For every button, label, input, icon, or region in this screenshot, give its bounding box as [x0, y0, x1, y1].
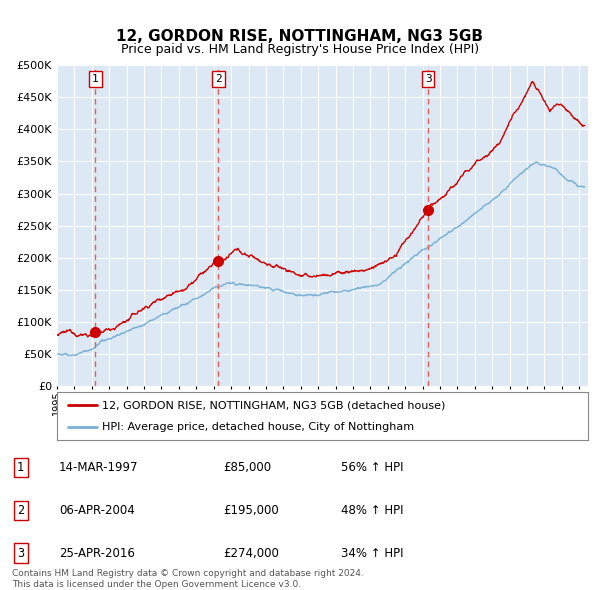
Text: 34% ↑ HPI: 34% ↑ HPI	[341, 547, 404, 560]
Text: 3: 3	[425, 74, 431, 84]
Text: 1: 1	[17, 461, 24, 474]
Text: 2: 2	[215, 74, 222, 84]
Text: Contains HM Land Registry data © Crown copyright and database right 2024.
This d: Contains HM Land Registry data © Crown c…	[12, 569, 364, 589]
Text: 1: 1	[92, 74, 99, 84]
Text: 3: 3	[17, 547, 24, 560]
Text: 25-APR-2016: 25-APR-2016	[59, 547, 135, 560]
Text: 2: 2	[17, 504, 24, 517]
Text: £195,000: £195,000	[224, 504, 280, 517]
Text: 06-APR-2004: 06-APR-2004	[59, 504, 134, 517]
Text: 12, GORDON RISE, NOTTINGHAM, NG3 5GB (detached house): 12, GORDON RISE, NOTTINGHAM, NG3 5GB (de…	[102, 400, 446, 410]
Text: 12, GORDON RISE, NOTTINGHAM, NG3 5GB: 12, GORDON RISE, NOTTINGHAM, NG3 5GB	[116, 30, 484, 44]
Text: Price paid vs. HM Land Registry's House Price Index (HPI): Price paid vs. HM Land Registry's House …	[121, 43, 479, 56]
Text: 56% ↑ HPI: 56% ↑ HPI	[341, 461, 404, 474]
Text: 48% ↑ HPI: 48% ↑ HPI	[341, 504, 404, 517]
Text: £274,000: £274,000	[224, 547, 280, 560]
Text: 14-MAR-1997: 14-MAR-1997	[59, 461, 139, 474]
Text: HPI: Average price, detached house, City of Nottingham: HPI: Average price, detached house, City…	[102, 422, 414, 432]
Text: £85,000: £85,000	[224, 461, 272, 474]
